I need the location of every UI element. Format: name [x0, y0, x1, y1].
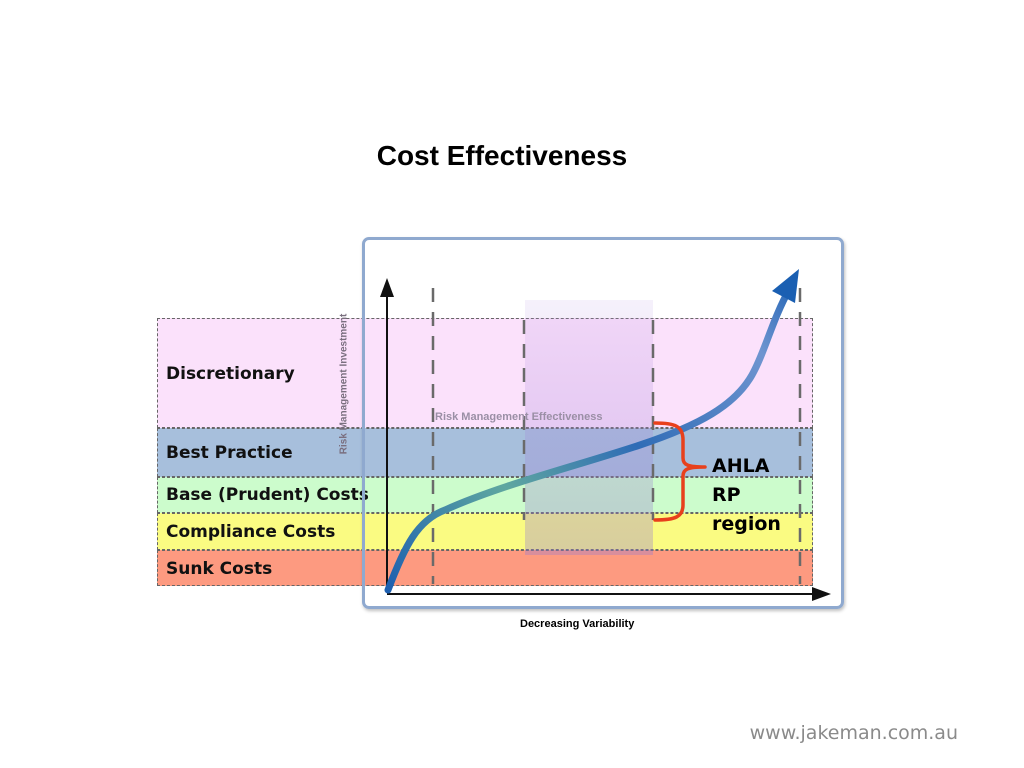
band-base-prudent-costs-label: Base (Prudent) Costs — [166, 485, 369, 505]
band-sunk-costs: Sunk Costs — [157, 550, 813, 586]
region-label: AHLA RP region — [712, 455, 781, 535]
y-axis-arrow-icon — [380, 278, 394, 297]
band-compliance-costs-label: Compliance Costs — [166, 522, 336, 542]
effectiveness-highlight-zone — [525, 300, 653, 555]
y-axis-label: Risk Management Investment — [338, 313, 350, 455]
band-best-practice-label: Best Practice — [166, 443, 293, 463]
curve-arrow-icon — [772, 269, 799, 303]
band-sunk-costs-label: Sunk Costs — [166, 559, 273, 579]
band-discretionary-label: Discretionary — [166, 364, 295, 384]
footer-url: www.jakeman.com.au — [749, 722, 958, 744]
band-compliance-costs: Compliance Costs — [157, 513, 813, 550]
band-discretionary: Discretionary — [157, 318, 813, 428]
x-axis-label: Decreasing Variability — [520, 618, 635, 630]
effectiveness-curve — [384, 284, 794, 594]
x-axis-arrow-icon — [812, 587, 831, 601]
chart-frame — [362, 237, 844, 609]
page-title: Cost Effectiveness — [376, 140, 628, 171]
region-brace-icon — [653, 421, 707, 522]
band-best-practice: Best Practice — [157, 428, 813, 477]
curve-label: Risk Management Effectiveness — [435, 411, 603, 423]
